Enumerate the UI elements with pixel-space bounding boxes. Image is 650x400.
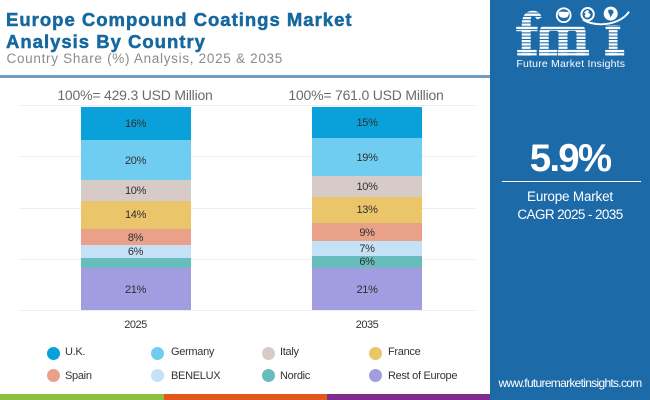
- svg-text:Future Market Insights: Future Market Insights: [516, 58, 625, 70]
